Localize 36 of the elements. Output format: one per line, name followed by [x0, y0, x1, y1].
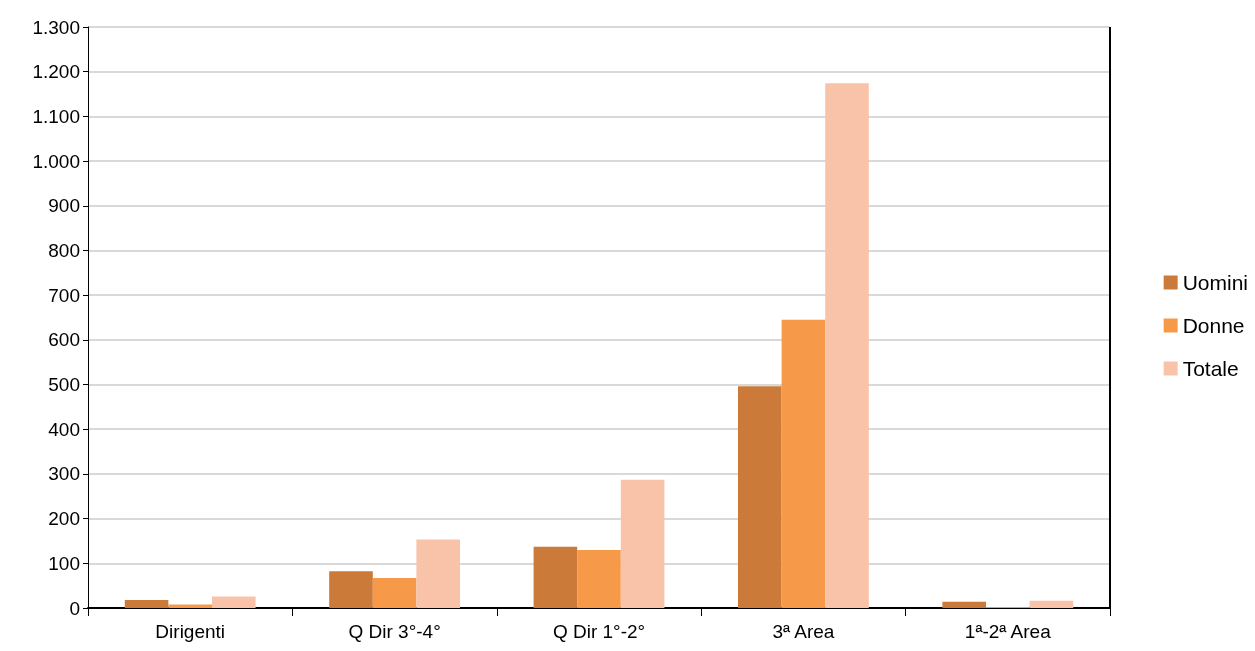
- bar: [212, 596, 256, 608]
- legend-label: Donne: [1182, 314, 1245, 337]
- y-tick-label: 300: [48, 463, 80, 485]
- y-tick-label: 1.100: [32, 105, 80, 127]
- x-tick-label: 1ª-2ª Area: [964, 621, 1052, 642]
- legend-label: Uomini: [1182, 271, 1249, 294]
- bar: [168, 604, 212, 608]
- y-tick-label: 800: [48, 239, 80, 261]
- y-tick-label: 1.000: [32, 150, 80, 172]
- bar: [533, 546, 578, 608]
- bar: [1029, 600, 1074, 608]
- y-tick-label: 100: [48, 552, 80, 574]
- y-tick-label: 0: [69, 597, 80, 619]
- y-tick-label: 400: [48, 418, 80, 440]
- bar: [942, 601, 986, 608]
- x-tick-label: Q Dir 3°-4°: [348, 621, 441, 642]
- bar: [781, 319, 826, 608]
- y-tick-label: 1.300: [32, 16, 80, 38]
- legend-label: Totale: [1182, 357, 1239, 380]
- bar: [577, 549, 621, 608]
- y-tick-label: 1.200: [32, 61, 80, 83]
- bar: [124, 599, 169, 608]
- bar: [416, 539, 461, 608]
- x-tick-label: Dirigenti: [155, 621, 226, 642]
- bar: [620, 479, 665, 608]
- y-tick-label: 900: [48, 195, 80, 217]
- bar: [372, 578, 417, 608]
- y-tick-label: 700: [48, 284, 80, 306]
- x-tick-label: Q Dir 1°-2°: [552, 621, 646, 642]
- y-tick-label: 600: [48, 329, 80, 351]
- y-tick-label: 200: [48, 508, 80, 530]
- y-tick-label: 500: [48, 374, 80, 396]
- x-tick-label: 3ª Area: [772, 621, 835, 642]
- bar: [737, 386, 782, 608]
- bar: [825, 83, 869, 608]
- bar: [329, 571, 373, 608]
